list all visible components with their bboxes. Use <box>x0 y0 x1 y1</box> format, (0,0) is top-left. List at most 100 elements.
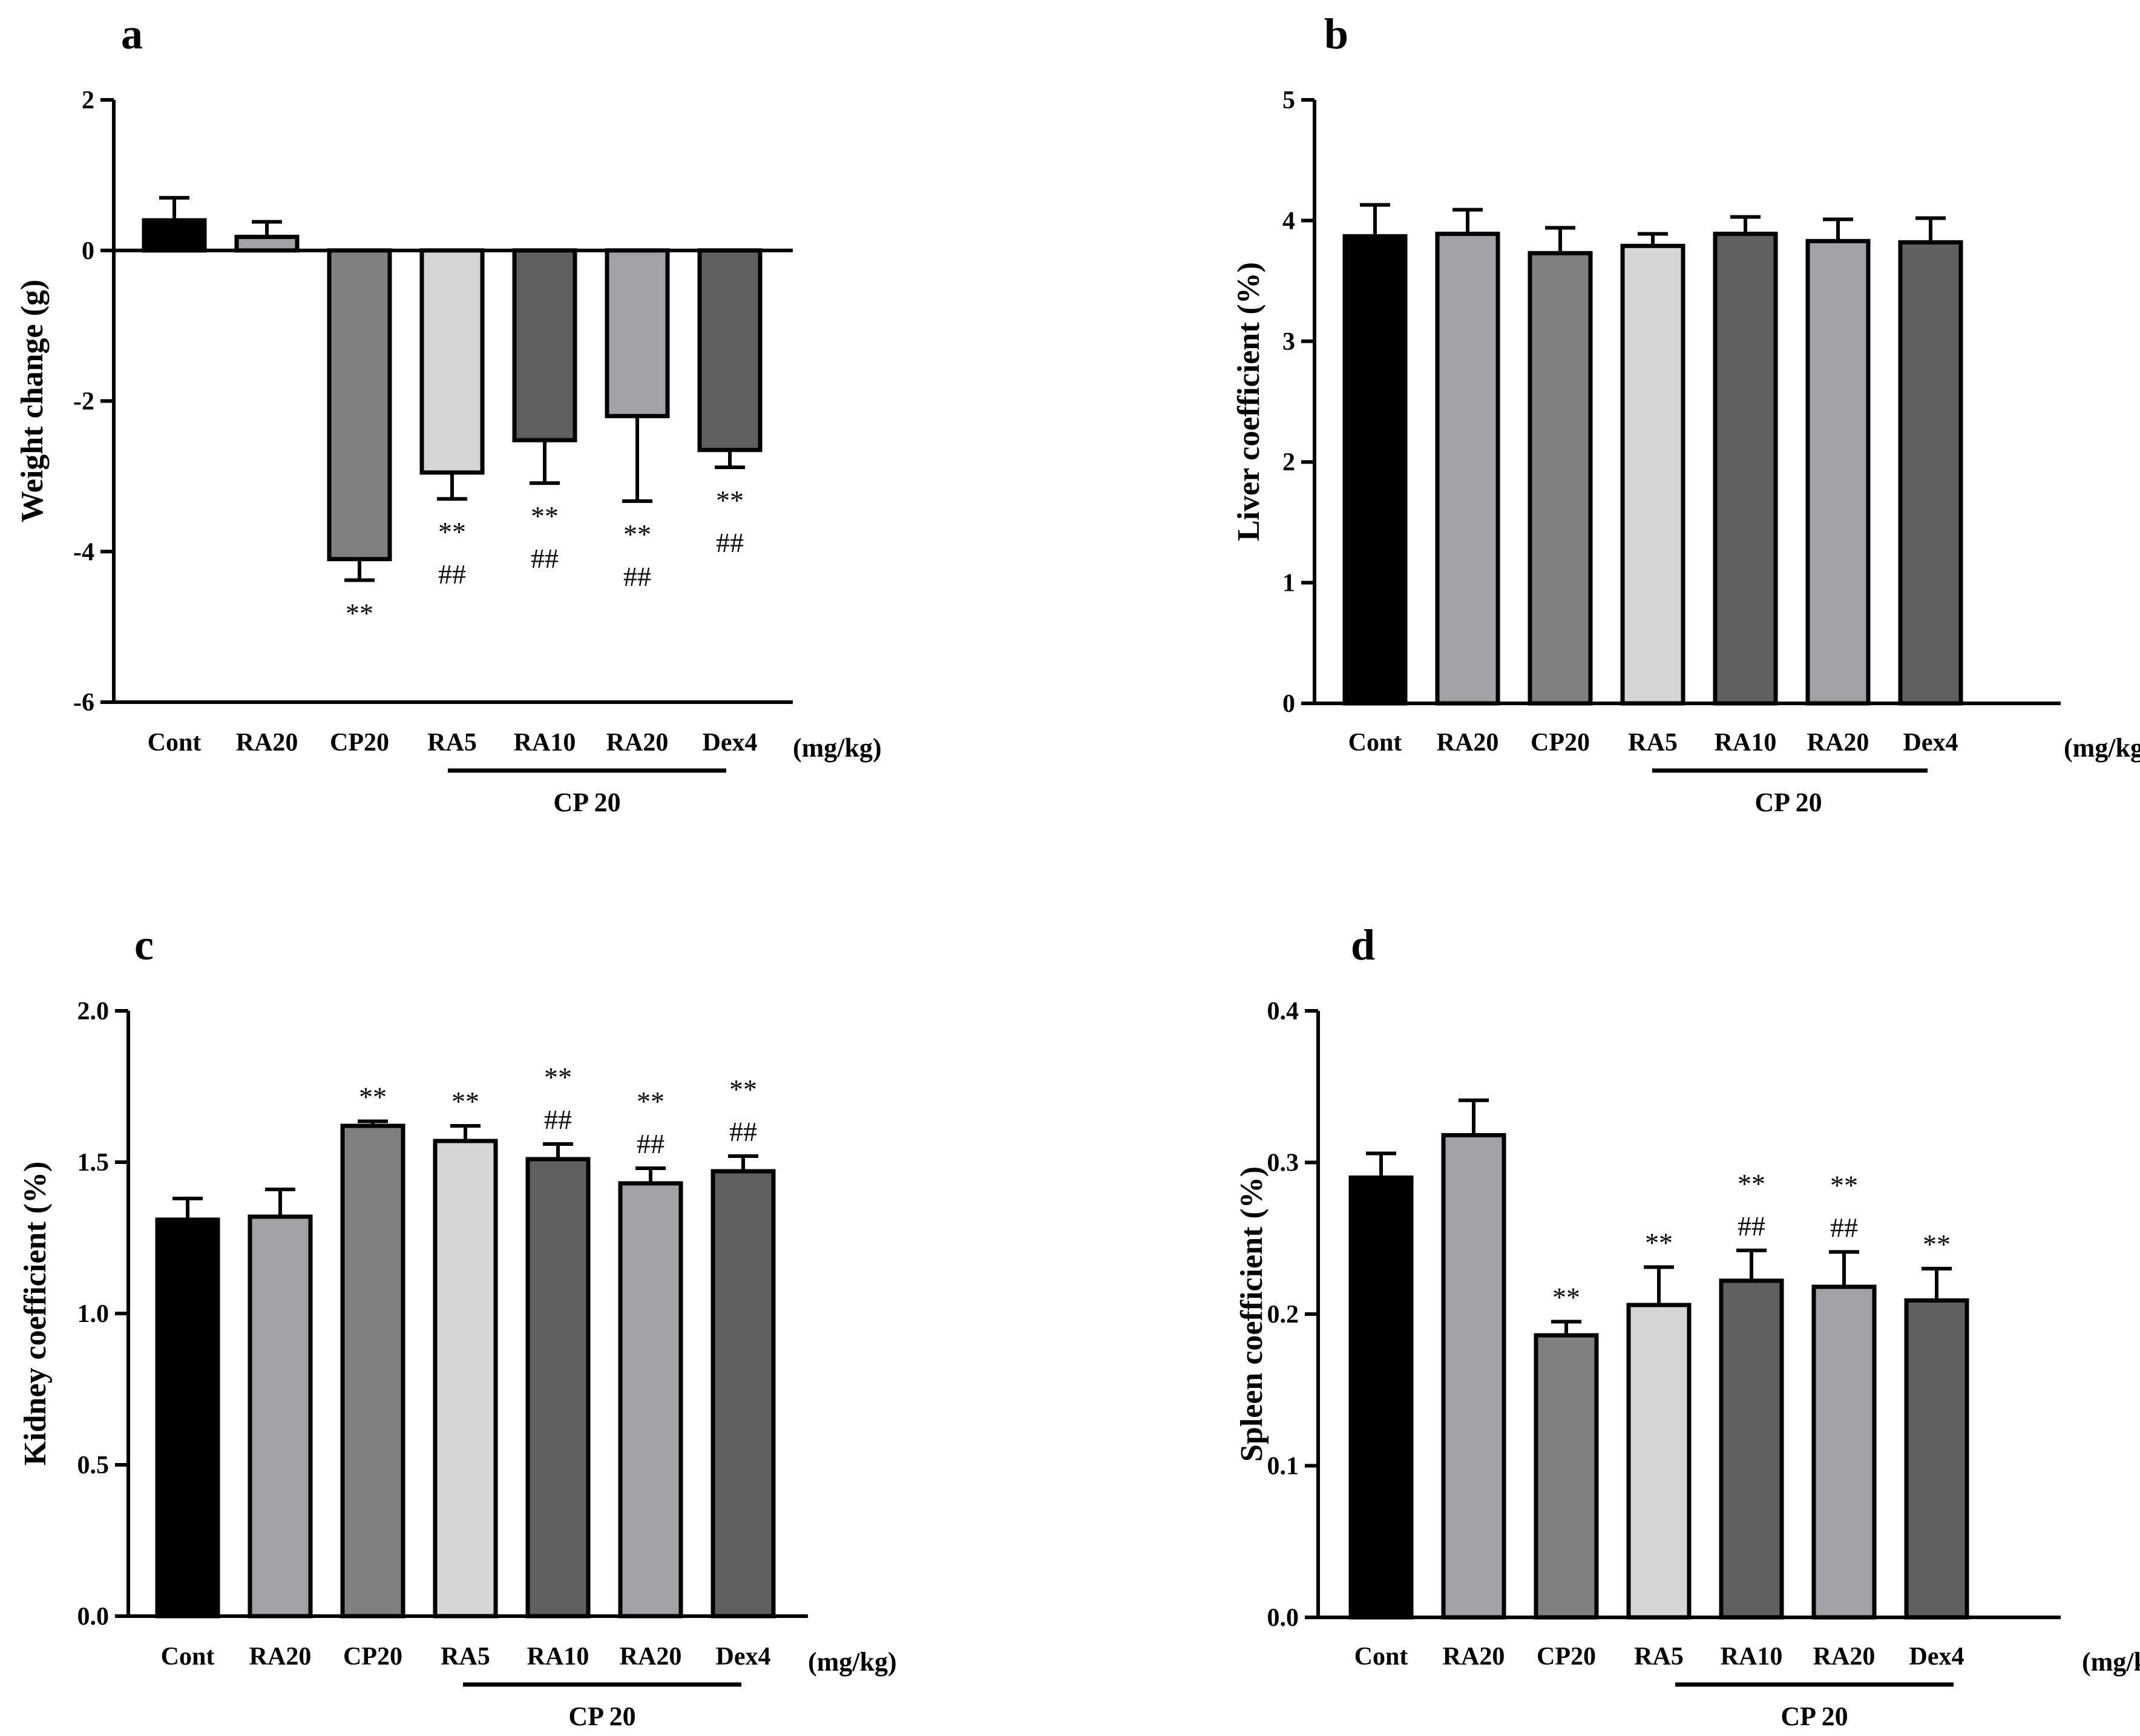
bar-ra10 <box>525 1157 591 1619</box>
panel-b: b Liver coefficient (%) 0 1 2 3 4 5 Cont RA20 CP20… <box>1232 10 2140 817</box>
y-axis-label: Liver coefficient (%) <box>1232 262 1266 541</box>
panel-a: a Weight change (g) -6 -4 -2 0 2 Cont RA20 CP20 **… <box>15 10 882 817</box>
category-label: RA20 <box>249 1643 312 1671</box>
significance-star: ** <box>1645 1227 1673 1258</box>
panel-c: c Kidney coefficient (%) 0.0 0.5 1.0 1.5 2.0 Co… <box>18 921 897 1731</box>
category-label: Cont <box>1348 729 1402 757</box>
category-label: RA5 <box>1634 1643 1684 1671</box>
category-label: RA5 <box>427 729 477 757</box>
group-label: CP 20 <box>1754 787 1822 817</box>
category-label: RA20 <box>1807 729 1869 757</box>
significance-hash: ## <box>716 527 744 558</box>
y-tick-label: 1.0 <box>77 1300 110 1328</box>
bar-dex4 <box>1898 240 1963 706</box>
significance-star: ** <box>1738 1168 1765 1199</box>
significance-star: ** <box>716 485 744 516</box>
significance-star: ** <box>1552 1282 1580 1313</box>
significance-star: ** <box>729 1074 757 1105</box>
bar-dex4 <box>1904 1298 1969 1620</box>
category-label: RA5 <box>441 1643 490 1671</box>
significance-star: ** <box>1830 1169 1858 1200</box>
bar-ra20 <box>1435 231 1500 706</box>
unit-label: (mg/kg) <box>2082 1647 2140 1677</box>
significance-star: ** <box>346 598 373 629</box>
bar-ra10 <box>512 248 577 442</box>
y-axis-label: Weight change (g) <box>15 280 50 523</box>
significance-star: ** <box>438 516 466 547</box>
y-tick-label: 3 <box>1282 328 1295 356</box>
bar-dex4 <box>711 1169 776 1619</box>
bar-ra20 <box>1811 1284 1877 1620</box>
category-label: RA5 <box>1628 729 1678 757</box>
category-label: RA20 <box>1443 1643 1505 1671</box>
significance-star: ** <box>531 501 559 531</box>
bar-ra5 <box>1626 1303 1692 1620</box>
bar-ra10 <box>1719 1278 1784 1620</box>
y-tick-label: 1.5 <box>77 1149 110 1177</box>
significance-hash: ## <box>1738 1211 1765 1241</box>
category-label: Dex4 <box>703 729 758 757</box>
category-label: RA10 <box>1715 729 1777 757</box>
significance-hash: ## <box>729 1116 757 1147</box>
category-label: Dex4 <box>1903 729 1958 757</box>
y-tick-label: 4 <box>1282 207 1295 235</box>
category-label: RA20 <box>1437 729 1499 757</box>
bar-cp20 <box>1528 251 1593 706</box>
category-label: RA10 <box>1721 1643 1783 1671</box>
panel-letter: c <box>134 921 154 969</box>
bar-ra20 <box>1441 1133 1506 1620</box>
category-label: Dex4 <box>1909 1643 1964 1671</box>
category-label: RA20 <box>1813 1643 1876 1671</box>
significance-star: ** <box>544 1062 572 1093</box>
bar-cont <box>142 218 207 253</box>
panel-letter: d <box>1351 921 1375 969</box>
bar-ra5 <box>1620 243 1685 706</box>
y-tick-label: 0.2 <box>1267 1301 1299 1329</box>
bar-ra5 <box>419 248 485 475</box>
significance-hash: ## <box>438 559 466 590</box>
unit-label: (mg/kg) <box>793 733 882 763</box>
bar-ra5 <box>433 1139 498 1619</box>
category-label: RA10 <box>514 729 576 757</box>
y-axis-label: Spleen coefficient (%) <box>1235 1166 1269 1462</box>
category-label: Cont <box>148 729 202 757</box>
significance-star: ** <box>451 1086 479 1117</box>
y-tick-label: 0.1 <box>1267 1453 1299 1481</box>
significance-star: ** <box>637 1086 665 1117</box>
unit-label: (mg/kg) <box>2064 733 2140 763</box>
bar-dex4 <box>697 248 763 452</box>
category-label: Cont <box>1354 1643 1408 1671</box>
category-label: RA20 <box>606 729 669 757</box>
y-axis-label: Kidney coefficient (%) <box>18 1162 53 1466</box>
significance-star: ** <box>1923 1229 1951 1260</box>
bar-ra10 <box>1713 231 1778 706</box>
significance-hash: ## <box>544 1104 572 1135</box>
bar-cont <box>155 1217 220 1619</box>
significance-hash: ## <box>531 543 559 574</box>
category-label: Dex4 <box>716 1643 771 1671</box>
category-label: CP20 <box>1537 1643 1596 1671</box>
bar-cp20 <box>1534 1333 1599 1620</box>
y-tick-label: 0 <box>82 237 94 265</box>
category-label: Cont <box>161 1643 215 1671</box>
bar-ra20 <box>234 234 300 253</box>
group-label: CP 20 <box>1781 1701 1848 1731</box>
panel-d: d Spleen coefficient (%) 0.0 0.1 0.2 0.3 0.4 Co… <box>1235 921 2140 1731</box>
y-tick-label: 2 <box>82 87 94 114</box>
category-label: CP20 <box>343 1643 402 1671</box>
y-tick-label: -2 <box>73 388 94 416</box>
bar-ra20 <box>618 1181 683 1619</box>
y-tick-label: 0.0 <box>77 1603 110 1631</box>
y-tick-label: 5 <box>1282 87 1295 114</box>
bar-ra20 <box>248 1214 313 1619</box>
category-label: RA20 <box>620 1643 682 1671</box>
bar-cp20 <box>327 248 392 562</box>
y-tick-label: 0 <box>1282 690 1295 718</box>
y-tick-label: 2.0 <box>77 998 110 1025</box>
y-tick-label: 0.3 <box>1267 1149 1299 1177</box>
y-tick-label: 0.5 <box>77 1452 110 1479</box>
significance-star: ** <box>359 1082 387 1113</box>
y-tick-label: 1 <box>1282 570 1295 597</box>
unit-label: (mg/kg) <box>808 1647 897 1677</box>
